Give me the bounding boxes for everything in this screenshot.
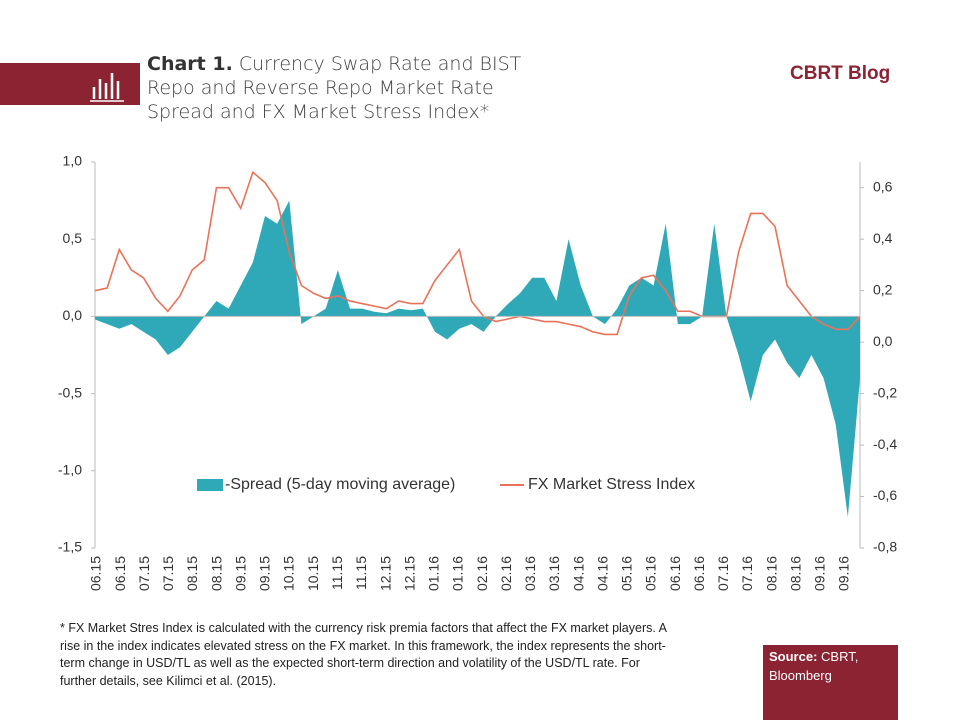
x-tick-label: 01.16 <box>450 556 466 591</box>
x-tick-label: 11.15 <box>329 556 345 590</box>
x-tick-label: 01.16 <box>426 556 442 591</box>
x-tick-label: 06.16 <box>667 556 683 591</box>
x-tick-label: 09.16 <box>812 556 828 591</box>
y2-tick-label: -0,8 <box>873 539 897 555</box>
y-tick-label: 0,5 <box>63 230 83 246</box>
header-band <box>0 63 140 105</box>
x-tick-label: 08.15 <box>208 556 224 591</box>
y-tick-label: -0,5 <box>58 384 82 400</box>
y2-tick-label: 0,4 <box>873 230 893 246</box>
x-tick-label: 09.15 <box>257 556 273 591</box>
source-box: Source: CBRT, Bloomberg <box>763 645 898 720</box>
x-tick-label: 11.15 <box>353 556 369 590</box>
y-tick-label: -1,5 <box>58 539 82 555</box>
source-text: CBRT, Bloomberg <box>769 649 859 683</box>
y2-tick-label: -0,2 <box>873 384 897 400</box>
footnote: * FX Market Stres Index is calculated wi… <box>60 621 667 688</box>
legend-swatch <box>197 479 223 491</box>
y2-tick-label: -0,4 <box>873 436 897 452</box>
x-tick-label: 07.15 <box>160 556 176 591</box>
y2-tick-label: -0,6 <box>873 487 897 503</box>
x-tick-label: 05.16 <box>643 556 659 591</box>
blog-name: CBRT Blog <box>790 63 891 84</box>
x-tick-label: 05.16 <box>619 556 635 591</box>
x-tick-label: 06.16 <box>691 556 707 591</box>
x-tick-label: 12.15 <box>377 556 393 591</box>
x-tick-label: 03.16 <box>546 556 562 591</box>
chart-title: Chart 1. Currency Swap Rate and BIST Rep… <box>147 52 547 124</box>
x-tick-label: 02.16 <box>498 556 514 591</box>
x-tick-label: 02.16 <box>474 556 490 591</box>
x-tick-label: 07.15 <box>136 556 152 591</box>
source-label: Source: <box>769 649 818 664</box>
y2-tick-label: 0,2 <box>873 281 893 297</box>
x-tick-label: 06.15 <box>112 556 128 591</box>
x-tick-label: 08.16 <box>763 556 779 591</box>
title-number: Chart 1. <box>147 53 233 75</box>
x-tick-label: 07.16 <box>715 556 731 591</box>
x-tick-label: 08.15 <box>184 556 200 591</box>
x-tick-label: 04.16 <box>594 556 610 591</box>
legend-label: FX Market Stress Index <box>528 476 695 493</box>
x-tick-label: 10.15 <box>305 556 321 591</box>
x-tick-label: 09.16 <box>836 556 852 591</box>
y2-tick-label: 0,0 <box>873 333 893 349</box>
title-text: Currency Swap Rate and BIST Repo and Rev… <box>147 53 522 123</box>
y-tick-label: 0,0 <box>63 307 83 323</box>
x-tick-label: 07.16 <box>739 556 755 591</box>
legend-label: -Spread (5-day moving average) <box>225 476 455 493</box>
spread-area <box>95 200 860 518</box>
y-tick-label: 1,0 <box>63 153 83 169</box>
x-tick-label: 10.15 <box>281 556 297 591</box>
chart-icon <box>90 73 124 102</box>
x-tick-label: 03.16 <box>522 556 538 591</box>
y2-tick-label: 0,6 <box>873 178 893 194</box>
x-tick-label: 06.15 <box>88 556 104 591</box>
stress-line <box>94 170 861 336</box>
x-tick-label: 04.16 <box>570 556 586 591</box>
x-tick-label: 12.15 <box>401 556 417 591</box>
y-tick-label: -1,0 <box>58 462 82 478</box>
x-tick-label: 08.16 <box>787 556 803 591</box>
x-tick-label: 09.15 <box>232 556 248 591</box>
